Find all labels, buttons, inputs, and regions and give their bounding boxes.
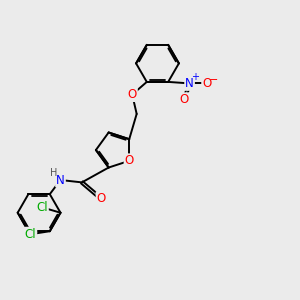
- Text: O: O: [124, 154, 134, 167]
- Text: −: −: [209, 75, 218, 85]
- Text: H: H: [50, 169, 58, 178]
- Text: O: O: [97, 192, 106, 205]
- Text: O: O: [128, 88, 137, 101]
- Text: O: O: [180, 93, 189, 106]
- Text: O: O: [202, 77, 212, 90]
- Text: Cl: Cl: [36, 201, 48, 214]
- Text: N: N: [56, 173, 65, 187]
- Text: N: N: [185, 77, 194, 90]
- Text: Cl: Cl: [25, 228, 36, 241]
- Text: +: +: [191, 73, 199, 82]
